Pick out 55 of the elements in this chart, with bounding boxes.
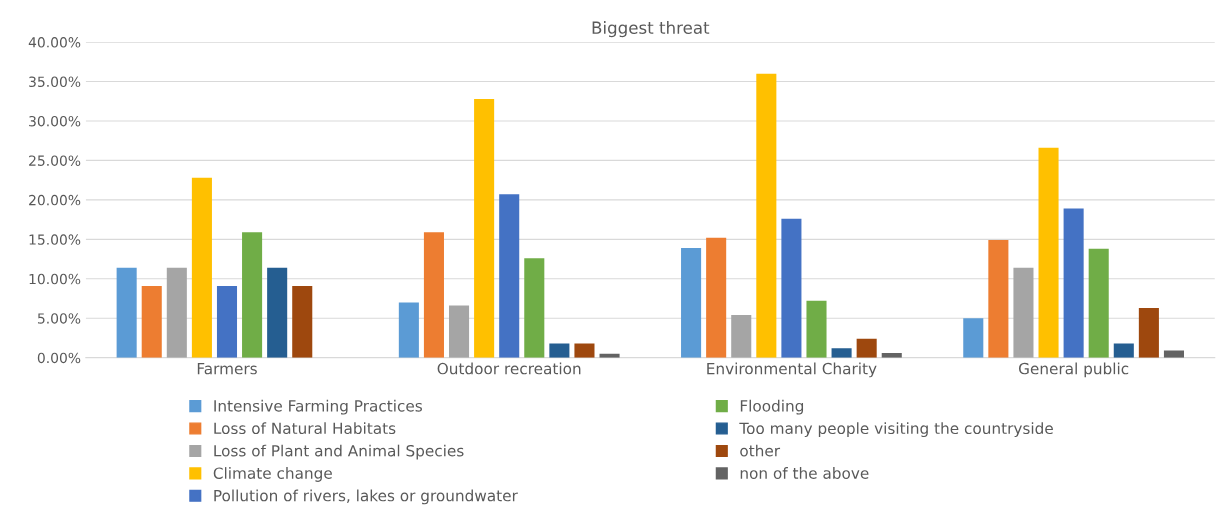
y-tick-label: 15.00%: [29, 234, 81, 245]
bar: [474, 98, 495, 358]
legend-label: Too many people visiting the countryside: [739, 422, 1053, 438]
legend-label: non of the above: [740, 467, 869, 479]
bar: [706, 237, 727, 358]
bar: [831, 348, 852, 358]
legend-label: Climate change: [213, 467, 332, 482]
bar: [1088, 248, 1109, 358]
bar: [549, 343, 570, 358]
bar: [1013, 267, 1034, 358]
y-tick-label: 30.00%: [29, 115, 81, 127]
bar: [116, 267, 137, 358]
bar: [731, 315, 752, 358]
bar: [292, 285, 313, 358]
y-tick-label: 10.00%: [29, 273, 81, 285]
legend-label: Loss of Natural Habitats: [214, 422, 396, 435]
legend-label: other: [740, 444, 781, 457]
bar: [141, 285, 162, 358]
chart-title: Biggest threat: [592, 21, 710, 38]
bar: [574, 343, 595, 358]
y-tick-label: 5.00%: [37, 313, 81, 324]
bar: [423, 232, 444, 358]
bar: [963, 318, 984, 358]
bar: [398, 302, 419, 358]
bar: [988, 240, 1009, 358]
bar: [781, 218, 802, 358]
bar: [1063, 208, 1084, 358]
bar: [499, 194, 520, 358]
bar: [449, 305, 470, 358]
y-tick-label: 25.00%: [29, 155, 81, 166]
legend-label: Loss of Plant and Animal Species: [214, 444, 464, 460]
x-tick-label: Outdoor recreation: [437, 362, 581, 375]
x-tick-label: General public: [1018, 362, 1129, 378]
bar: [806, 300, 827, 358]
bar: [242, 232, 263, 358]
legend-label: Intensive Farming Practices: [214, 399, 422, 415]
bar: [756, 73, 777, 358]
y-tick-label: 20.00%: [29, 194, 81, 206]
bar: [267, 267, 288, 358]
bar: [1138, 307, 1159, 358]
y-tick-label: 0.00%: [37, 352, 81, 364]
bar: [1038, 147, 1059, 358]
bar: [1113, 343, 1134, 358]
x-tick-label: Farmers: [197, 363, 257, 375]
legend-label: Flooding: [740, 399, 804, 415]
bar: [681, 248, 702, 358]
y-tick-label: 35.00%: [29, 76, 81, 87]
bar: [191, 177, 212, 358]
bar: [524, 258, 545, 358]
bar: [216, 285, 238, 358]
legend-label: Pollution of rivers, lakes or groundwater: [214, 489, 518, 505]
bar: [166, 267, 187, 358]
y-tick-label: 40.00%: [28, 37, 81, 48]
bar: [856, 338, 877, 358]
x-tick-label: Environmental Charity: [707, 362, 877, 378]
